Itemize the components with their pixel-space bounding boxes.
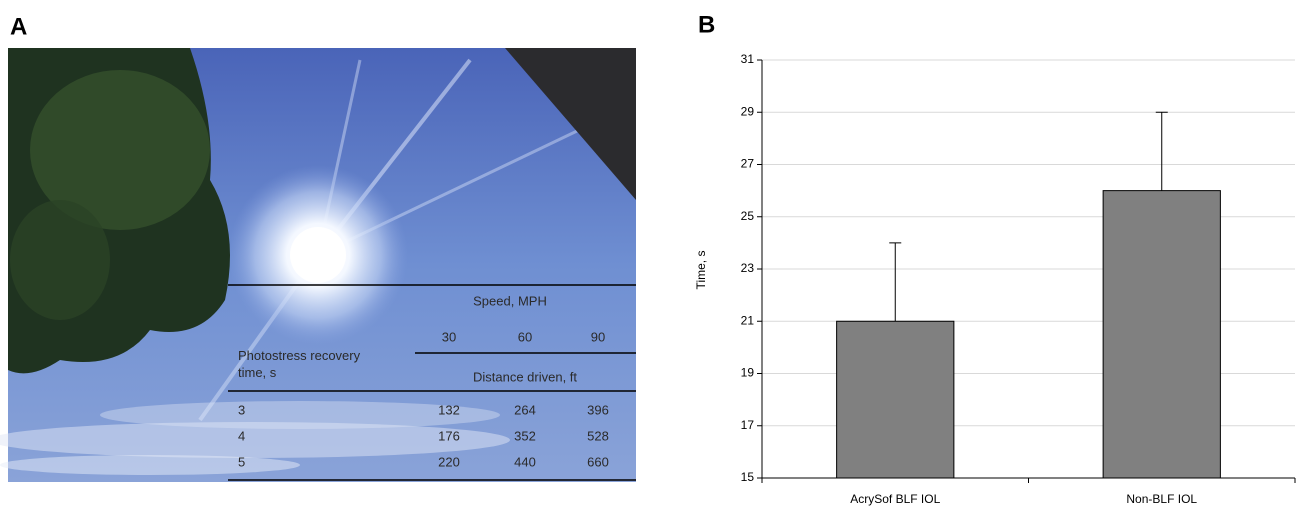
table-row-header: Photostress recovery time, s bbox=[238, 348, 361, 380]
table-cell: 660 bbox=[587, 454, 609, 469]
table-cell: 90 bbox=[591, 329, 605, 344]
y-tick-label: 19 bbox=[741, 366, 755, 380]
x-tick-label: Non-BLF IOL bbox=[1126, 492, 1197, 506]
table-lines bbox=[228, 284, 636, 481]
y-tick-label: 15 bbox=[741, 470, 755, 484]
table-header: Speed, MPH bbox=[473, 293, 547, 308]
x-tick-label: AcrySof BLF IOL bbox=[850, 492, 940, 506]
table-cell: 220 bbox=[438, 454, 460, 469]
table-cell: 528 bbox=[587, 428, 609, 443]
table-header: Distance driven, ft bbox=[473, 369, 577, 384]
y-axis-label: Time, s bbox=[694, 251, 708, 290]
table-cell: 60 bbox=[518, 329, 532, 344]
photo bbox=[0, 48, 636, 482]
panel-label: B bbox=[698, 11, 715, 38]
y-tick-label: 23 bbox=[741, 261, 755, 275]
y-tick-label: 25 bbox=[741, 209, 755, 223]
table-cell: 4 bbox=[238, 428, 245, 443]
table-cell: 176 bbox=[438, 428, 460, 443]
table-cell: 264 bbox=[514, 402, 536, 417]
bar bbox=[1102, 190, 1221, 479]
table-cell: 30 bbox=[442, 329, 456, 344]
table-cell: 132 bbox=[438, 402, 460, 417]
bar bbox=[836, 320, 955, 479]
y-tick-label: 31 bbox=[741, 52, 755, 66]
y-tick-label: 27 bbox=[741, 157, 755, 171]
y-tick-label: 29 bbox=[741, 104, 755, 118]
y-tick-label: 21 bbox=[741, 313, 755, 327]
y-tick-label: 17 bbox=[741, 418, 755, 432]
table-cell: 396 bbox=[587, 402, 609, 417]
table-cell: 3 bbox=[238, 402, 245, 417]
panel-label: A bbox=[10, 13, 27, 40]
table-cell: 5 bbox=[238, 454, 245, 469]
table-cell: 352 bbox=[514, 428, 536, 443]
table-cell: 440 bbox=[514, 454, 536, 469]
